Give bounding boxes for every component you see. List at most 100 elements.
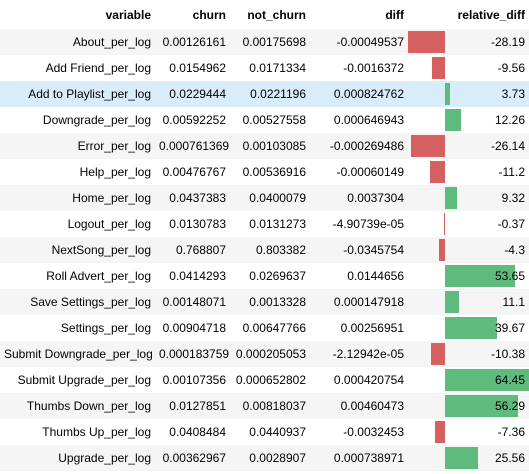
relative-diff-value: 9.32 — [501, 191, 525, 205]
table-row: Home_per_log 0.0437383 0.0400079 0.0037304 9… — [0, 185, 529, 211]
cell-variable: Thumbs Down_per_log — [26, 399, 151, 413]
cell-variable: Save Settings_per_log — [30, 295, 151, 309]
table-row: Roll Advert_per_log 0.0414293 0.0269637 0.0… — [0, 263, 529, 289]
relative-diff-value: 12.26 — [494, 113, 525, 127]
cell-not-churn: 0.00647766 — [242, 321, 306, 335]
cell-not-churn: 0.000652802 — [235, 373, 306, 387]
cell-churn: 0.00904718 — [162, 321, 226, 335]
cell-churn: 0.00126161 — [162, 35, 226, 49]
cell-variable: Thumbs Up_per_log — [42, 425, 151, 439]
positive-bar — [444, 395, 519, 417]
cell-not-churn: 0.0013328 — [249, 295, 306, 309]
header-row: variable churn not_churn diff relative_d… — [0, 0, 529, 29]
header-not-churn: not_churn — [247, 7, 306, 22]
table-row: Settings_per_log 0.00904718 0.00647766 0.00… — [0, 315, 529, 341]
relative-diff-value: 11.1 — [502, 295, 525, 309]
cell-diff: 0.000147918 — [333, 295, 404, 309]
cell-diff: -0.0032453 — [343, 425, 404, 439]
cell-diff: 0.00256951 — [340, 321, 404, 335]
table-row: Thumbs Up_per_log 0.0408484 0.0440937 -0.00… — [0, 419, 529, 445]
relative-diff-value: -28.19 — [490, 35, 525, 49]
cell-relative-diff: -9.56 — [408, 55, 529, 81]
table-row: Add Friend_per_log 0.0154962 0.0171334 -0.0… — [0, 55, 529, 81]
positive-bar — [444, 369, 529, 391]
cell-variable: Error_per_log — [77, 139, 151, 153]
header-diff: diff — [385, 7, 404, 22]
positive-bar — [444, 447, 479, 469]
cell-relative-diff: 12.26 — [408, 107, 529, 133]
cell-diff: 0.000738971 — [333, 451, 404, 465]
cell-not-churn: 0.0221196 — [250, 87, 306, 101]
cell-diff: -0.00060149 — [336, 165, 404, 179]
cell-relative-diff: 53.65 — [408, 263, 529, 289]
table-row: Help_per_log 0.00476767 0.00536916 -0.00060… — [0, 159, 529, 185]
table-body: About_per_log 0.00126161 0.00175698 -0.0004… — [0, 29, 529, 471]
cell-churn: 0.0408484 — [169, 425, 226, 439]
relative-diff-value: 56.29 — [494, 399, 525, 413]
cell-variable: Add Friend_per_log — [45, 61, 151, 75]
cell-diff: 0.000420754 — [333, 373, 404, 387]
relative-diff-value: 64.45 — [494, 373, 525, 387]
cell-not-churn: 0.00175698 — [242, 35, 306, 49]
positive-bar — [444, 109, 461, 131]
relative-diff-value: -9.56 — [497, 61, 525, 75]
relative-diff-value: -0.37 — [497, 217, 525, 231]
cell-not-churn: 0.0440937 — [249, 425, 306, 439]
cell-relative-diff: -10.38 — [408, 341, 529, 367]
table-row: Upgrade_per_log 0.00362967 0.0028907 0.0007… — [0, 445, 529, 471]
cell-diff: 0.00460473 — [340, 399, 404, 413]
negative-bar — [439, 239, 445, 261]
header-variable: variable — [105, 7, 151, 22]
cell-churn: 0.0229444 — [169, 87, 226, 101]
cell-churn: 0.000183759 — [159, 347, 230, 361]
cell-variable: Downgrade_per_log — [42, 113, 151, 127]
negative-bar — [408, 31, 445, 53]
cell-churn: 0.0130783 — [169, 217, 226, 231]
cell-churn: 0.0154962 — [169, 61, 226, 75]
cell-churn: 0.00592252 — [162, 113, 226, 127]
cell-diff: 0.0144656 — [347, 269, 404, 283]
cell-relative-diff: 25.56 — [408, 445, 529, 471]
cell-not-churn: 0.00536916 — [242, 165, 306, 179]
cell-not-churn: 0.00103085 — [242, 139, 306, 153]
cell-churn: 0.00476767 — [162, 165, 226, 179]
cell-churn: 0.00148071 — [162, 295, 226, 309]
negative-bar — [431, 343, 445, 365]
cell-variable: Roll Advert_per_log — [46, 269, 151, 283]
cell-churn: 0.768807 — [175, 243, 226, 257]
relative-diff-value: -26.14 — [490, 139, 525, 153]
cell-not-churn: 0.0171334 — [249, 61, 306, 75]
cell-relative-diff: -28.19 — [408, 29, 529, 55]
cell-churn: 0.0414293 — [169, 269, 226, 283]
cell-relative-diff: 39.67 — [408, 315, 529, 341]
cell-not-churn: 0.000205053 — [235, 347, 306, 361]
cell-not-churn: 0.0400079 — [249, 191, 306, 205]
cell-diff: -2.12942e-05 — [332, 347, 404, 361]
table-row: Downgrade_per_log 0.00592252 0.00527558 0.0… — [0, 107, 529, 133]
relative-diff-value: 53.65 — [494, 269, 525, 283]
positive-bar — [444, 291, 460, 313]
relative-diff-value: 39.67 — [494, 321, 525, 335]
table-row: Logout_per_log 0.0130783 0.0131273 -4.90739… — [0, 211, 529, 237]
cell-variable: Add to Playlist_per_log — [28, 87, 151, 101]
cell-diff: 0.0037304 — [347, 191, 404, 205]
cell-diff: -0.000269486 — [329, 139, 404, 153]
cell-variable: Logout_per_log — [67, 217, 151, 231]
cell-relative-diff: 56.29 — [408, 393, 529, 419]
cell-diff: 0.000824762 — [333, 87, 404, 101]
positive-bar — [444, 265, 515, 287]
negative-bar — [410, 135, 445, 157]
cell-not-churn: 0.0269637 — [249, 269, 306, 283]
cell-diff: -0.00049537 — [336, 35, 404, 49]
cell-relative-diff: -26.14 — [408, 133, 529, 159]
table-row: Submit Upgrade_per_log 0.00107356 0.000652… — [0, 367, 529, 393]
positive-bar — [444, 317, 497, 339]
cell-churn: 0.0437383 — [169, 191, 226, 205]
cell-variable: Submit Downgrade_per_log — [4, 347, 153, 361]
cell-not-churn: 0.00527558 — [242, 113, 306, 127]
negative-bar — [435, 421, 445, 443]
cell-variable: Help_per_log — [79, 165, 151, 179]
relative-diff-value: -4.3 — [504, 243, 525, 257]
positive-bar — [444, 187, 457, 209]
